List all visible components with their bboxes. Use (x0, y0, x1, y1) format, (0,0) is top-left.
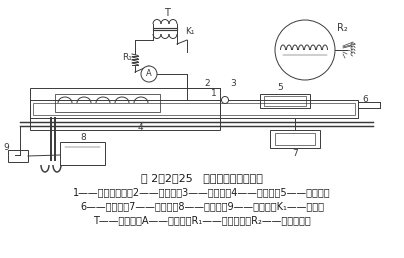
Text: 3: 3 (230, 79, 236, 88)
Text: T: T (164, 8, 170, 18)
Text: 6: 6 (362, 95, 368, 104)
Text: R₂: R₂ (337, 23, 348, 33)
Text: 1: 1 (211, 88, 217, 98)
Bar (264, 96, 306, 106)
Text: 9: 9 (3, 142, 9, 151)
Text: 图 2－2－25   煤尘爆炸鉴定实验仪: 图 2－2－25 煤尘爆炸鉴定实验仪 (141, 173, 263, 183)
Text: A: A (146, 69, 152, 78)
Bar (30, 88, 220, 130)
Bar (55, 94, 160, 112)
Circle shape (141, 66, 157, 82)
Text: 6——导气管；7——打气筒；8——滤尘箱；9——吸尘器；K₁——开关；: 6——导气管；7——打气筒；8——滤尘箱；9——吸尘器；K₁——开关； (80, 201, 324, 211)
Text: 8: 8 (80, 133, 86, 142)
Circle shape (221, 96, 229, 103)
Text: T——变压器；A——电流表；R₁——可变电阻；R₂——铂丝热电偶: T——变压器；A——电流表；R₁——可变电阻；R₂——铂丝热电偶 (93, 215, 311, 225)
Text: 1——硬质玻璃管；2——加热器；3——冷藏瓶；4——高温计；5——试料管；: 1——硬质玻璃管；2——加热器；3——冷藏瓶；4——高温计；5——试料管； (73, 187, 331, 197)
Bar (260, 94, 310, 108)
Bar (270, 130, 320, 148)
Bar (8, 150, 28, 162)
Text: 5: 5 (277, 83, 283, 92)
Text: R₁: R₁ (122, 53, 132, 62)
Bar (60, 142, 105, 165)
Bar (275, 133, 315, 145)
Text: 7: 7 (292, 149, 298, 157)
Text: 2: 2 (204, 79, 210, 88)
Bar (33, 103, 355, 115)
Text: K₁: K₁ (185, 28, 194, 36)
Bar (30, 100, 358, 118)
Text: 4: 4 (137, 124, 143, 133)
